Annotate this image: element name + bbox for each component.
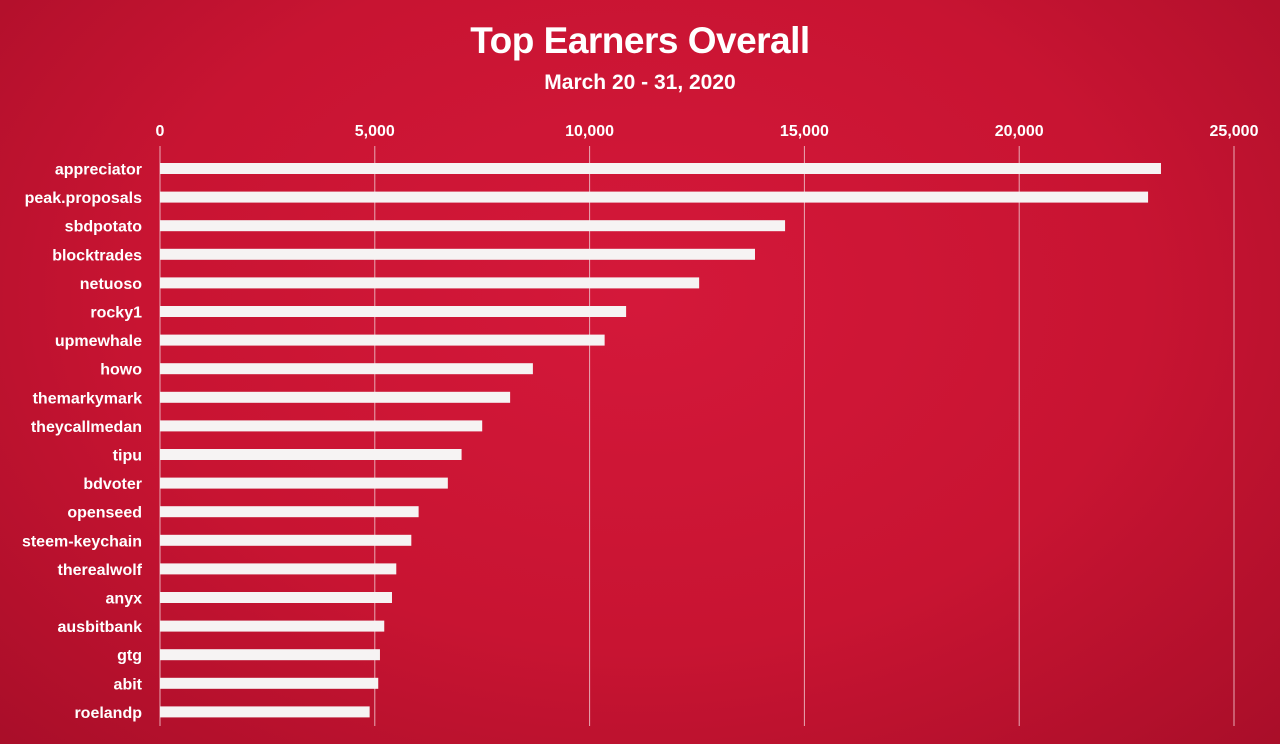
bar [160, 191, 1149, 203]
gridlines [159, 146, 1235, 726]
category-label: appreciator [55, 162, 142, 179]
bar [160, 391, 511, 403]
bar [160, 248, 755, 260]
chart-subtitle: March 20 - 31, 2020 [544, 71, 736, 94]
bar [160, 420, 483, 432]
category-label: tipu [113, 448, 142, 465]
category-label: gtg [117, 648, 142, 665]
bar [160, 592, 392, 603]
bar [160, 677, 379, 689]
x-tick-label: 20,000 [995, 123, 1044, 140]
bar [160, 277, 700, 289]
category-label: howo [100, 362, 142, 379]
category-label: themarkymark [33, 390, 143, 407]
chart-title: Top Earners Overall [470, 20, 810, 61]
bar [160, 534, 412, 546]
bar [160, 506, 419, 518]
bar [160, 706, 370, 718]
x-tick-label: 0 [156, 123, 165, 140]
x-tick-label: 15,000 [780, 123, 829, 140]
x-axis-tick-labels: 0 5,000 10,000 15,000 20,000 25,000 [156, 123, 1259, 140]
bar [160, 620, 385, 632]
bar [160, 163, 1161, 174]
category-label: bdvoter [83, 476, 142, 493]
x-tick-label: 25,000 [1210, 123, 1259, 140]
category-label: abit [114, 676, 143, 693]
category-labels: appreciator peak.proposals sbdpotato blockt… [22, 162, 143, 722]
category-label: peak.proposals [25, 190, 142, 207]
category-label: blocktrades [52, 247, 142, 264]
x-tick-label: 5,000 [355, 123, 395, 140]
bar [160, 220, 786, 232]
bar [160, 563, 397, 575]
category-label: theycallmedan [31, 419, 142, 436]
bars [160, 163, 1161, 718]
category-label: netuoso [80, 276, 142, 293]
category-label: rocky1 [90, 305, 142, 322]
category-label: anyx [106, 591, 143, 608]
category-label: roelandp [74, 705, 142, 722]
bar [160, 363, 533, 375]
category-label: sbdpotato [65, 219, 143, 236]
category-label: ausbitbank [58, 619, 143, 636]
category-label: therealwolf [58, 562, 143, 579]
category-label: upmewhale [55, 333, 142, 350]
bar [160, 449, 462, 460]
bar [160, 477, 448, 489]
bar [160, 306, 627, 317]
bar [160, 649, 380, 661]
category-label: openseed [67, 505, 142, 522]
bar [160, 334, 605, 346]
x-tick-label: 10,000 [565, 123, 614, 140]
category-label: steem-keychain [22, 533, 142, 550]
